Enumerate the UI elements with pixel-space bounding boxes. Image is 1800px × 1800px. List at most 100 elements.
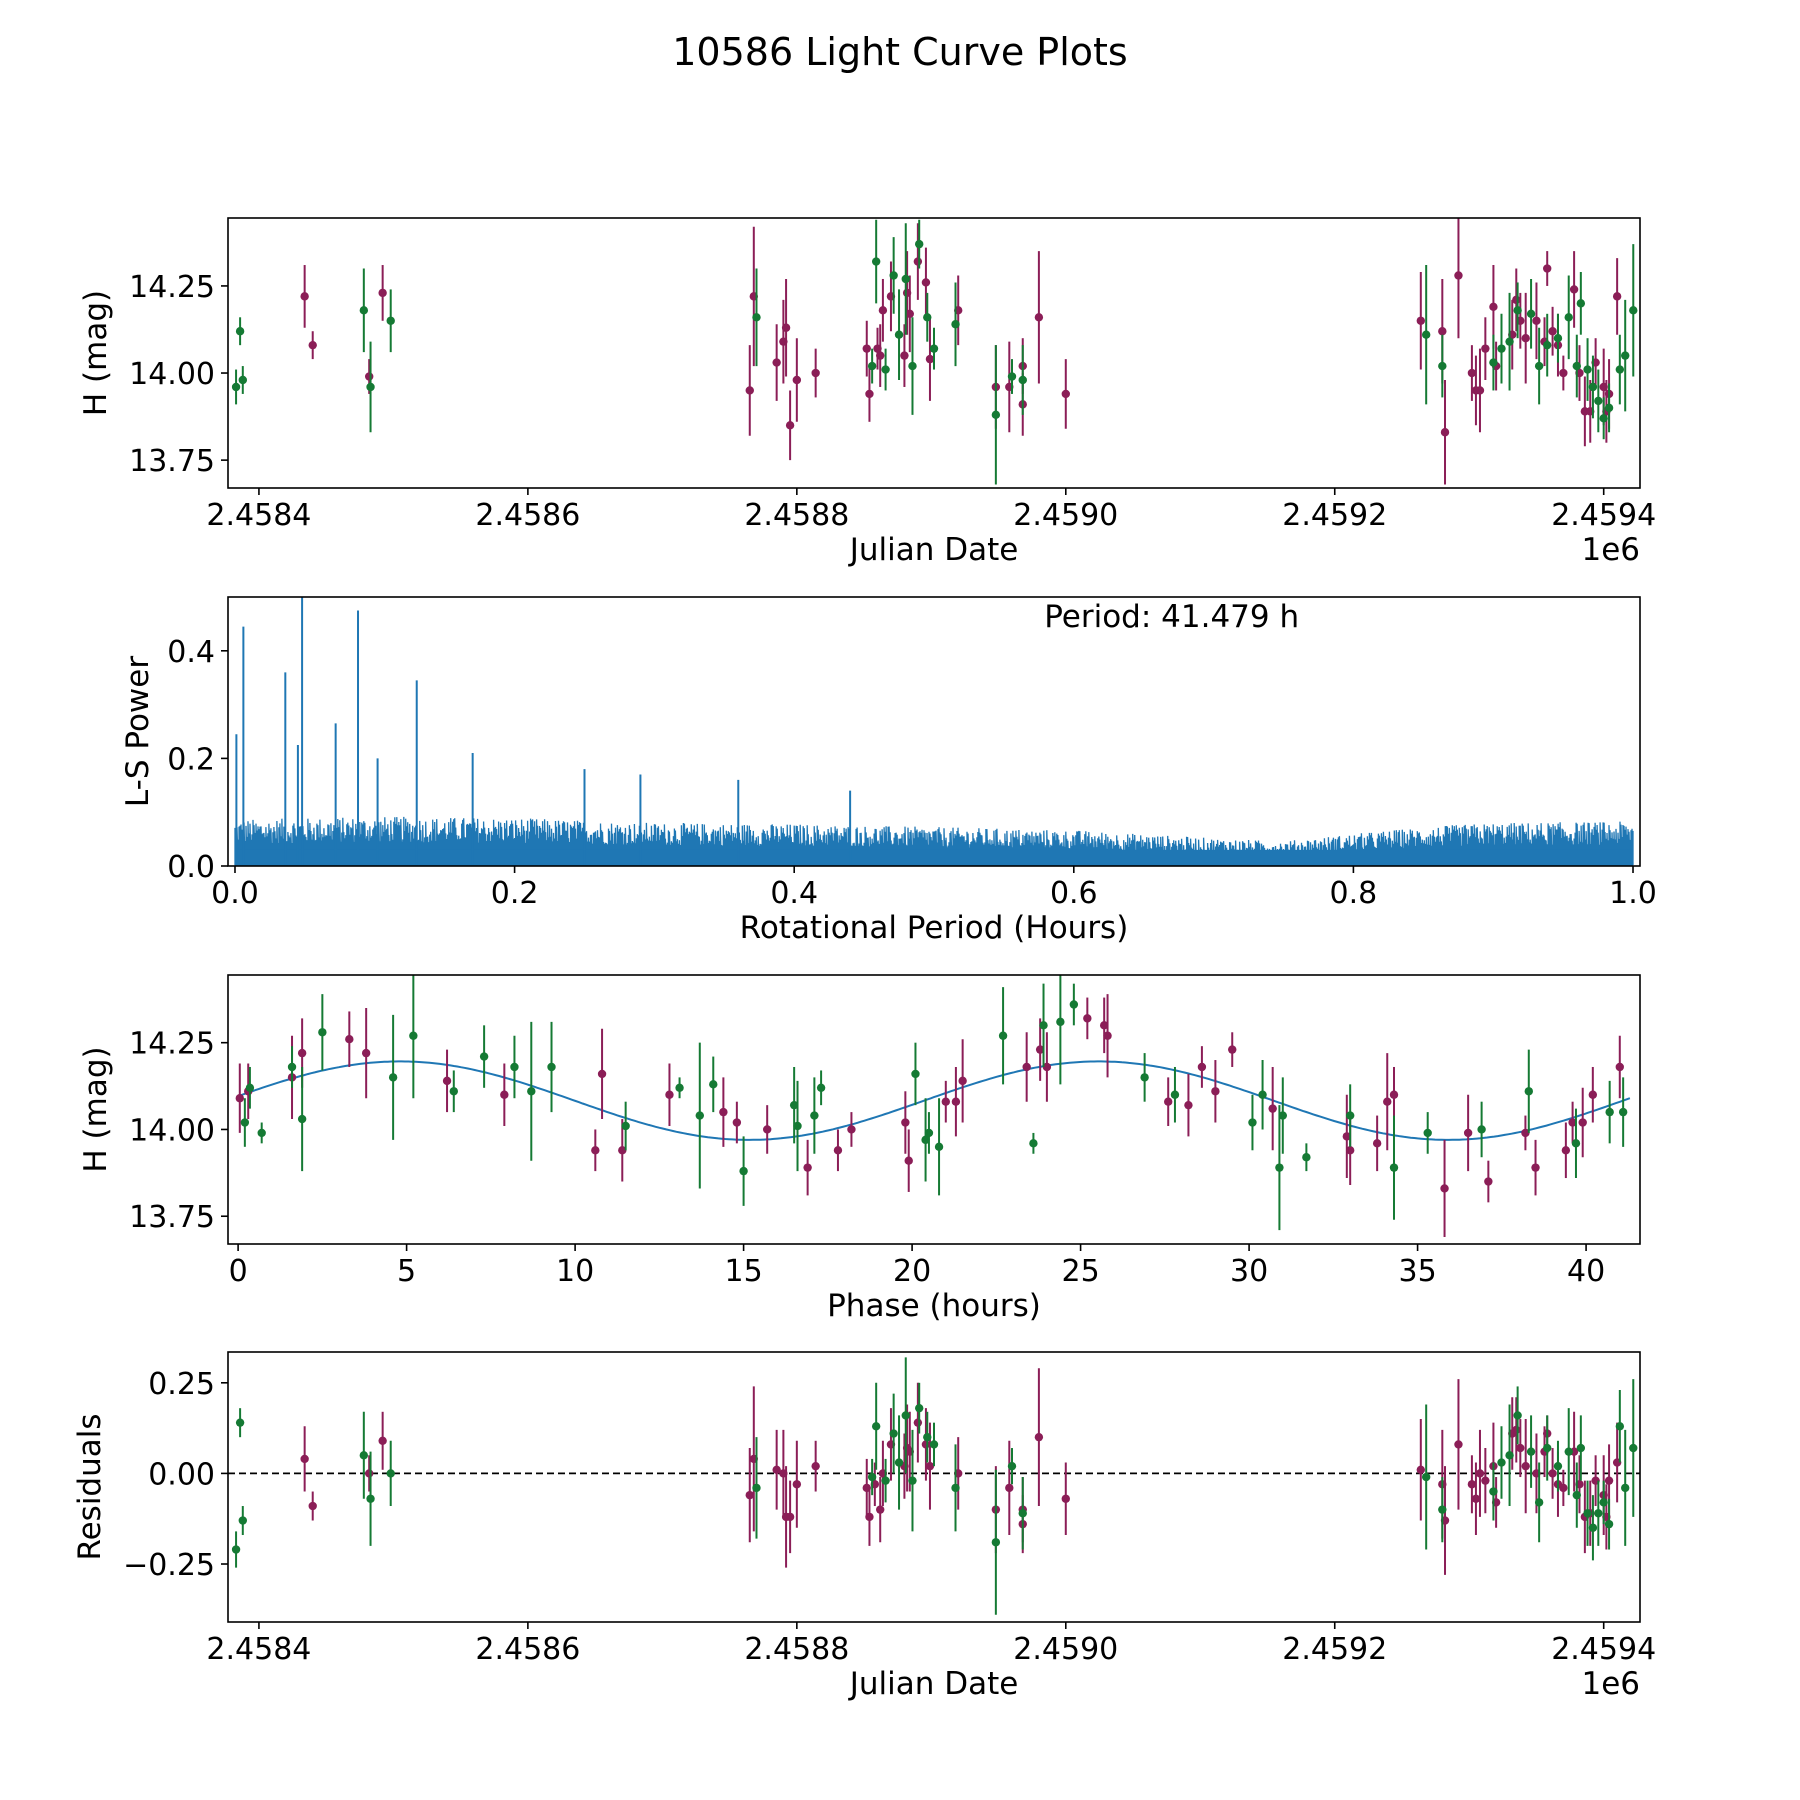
data-point [785,1512,795,1522]
data-point [908,361,917,371]
data-point [871,257,881,266]
x-tick-label: 20 [893,1254,931,1289]
data-point [921,1135,930,1145]
x-axis-label: Rotational Period (Hours) [740,910,1129,946]
data-point [675,1083,684,1093]
axes-frame [227,217,1641,489]
data-point [900,351,909,360]
data-point [297,1114,307,1124]
data-point [510,1062,519,1072]
data-point [951,320,960,329]
data-point [913,257,923,266]
data-point [894,1458,904,1467]
data-point [1553,333,1563,343]
residuals-panel: 2.4584 2.4586 2.4588 2.4590 2.4592 2.4594 −0.2… [72,1351,1656,1702]
x-axis-label: Julian Date [848,532,1019,568]
x-tick-label: 2.4592 [1282,1632,1387,1667]
data-point [1568,1118,1577,1127]
data-point [527,1087,536,1096]
data-point [366,1494,375,1503]
data-point [1621,1483,1630,1493]
data-point [1621,351,1630,360]
x-tick-label: 2.4592 [1282,498,1387,533]
data-point [1184,1100,1193,1110]
y-tick-label: 0.4 [167,635,215,670]
data-point [1594,396,1603,406]
data-point [1164,1097,1173,1106]
data-point [871,1422,881,1431]
data-point [901,1118,910,1127]
data-point [1170,1090,1180,1099]
data-point [1489,358,1498,367]
figure-title: 10586 Light Curve Plots [672,30,1127,74]
data-point [785,421,795,430]
y-tick-label: 0.00 [148,1457,215,1492]
data-point [811,1461,820,1471]
data-point [1034,1432,1044,1442]
x-tick-label: 25 [1061,1254,1099,1289]
y-tick-label: 14.25 [129,270,215,305]
data-point [1576,1443,1586,1453]
x-tick-label: 0.8 [1330,876,1378,911]
data-point [361,1048,371,1058]
data-point [240,1118,250,1127]
x-tick-label: 2.4584 [206,498,311,533]
data-point [865,1512,874,1522]
data-point [665,1090,674,1099]
x-tick-label: 2.4590 [1013,498,1118,533]
data-point [1534,361,1544,371]
data-point [862,344,871,353]
x-tick-label: 0.0 [211,876,259,911]
data-point [901,274,910,284]
x-tick-label: 1.0 [1609,876,1657,911]
data-point [1438,361,1447,371]
data-point [925,354,935,364]
data-point [889,1429,898,1438]
data-point [929,1440,939,1449]
data-point [923,313,932,322]
data-point [378,288,387,298]
data-point [911,1069,920,1079]
data-point [810,1111,819,1120]
data-point [1576,299,1586,308]
data-point [1543,340,1552,350]
data-point [245,1083,255,1093]
data-point [881,365,890,374]
x-tick-label: 0 [229,1254,248,1289]
data-point [1604,1519,1614,1529]
data-point [1345,1146,1355,1155]
data-point [816,1083,826,1093]
data-point [867,1472,877,1482]
data-point [865,389,874,399]
data-point [235,1094,244,1103]
y-axis-label: H (mag) [78,1046,114,1172]
data-point [449,1087,458,1096]
data-point [991,410,1001,420]
data-point [591,1146,600,1155]
data-point [308,340,317,350]
x-tick-label: 2.4594 [1551,1632,1656,1667]
data-point [597,1069,607,1079]
data-point [1559,368,1568,378]
y-tick-label: 0.25 [148,1367,215,1402]
data-point [287,1062,297,1072]
data-point [941,1097,950,1106]
data-point [1564,313,1573,322]
data-point [1561,1146,1571,1155]
y-tick-label: 0.2 [167,742,215,777]
periodogram-panel: Period: 41.479 h 0.0 0.2 0.4 0.6 0.8 1.0 0.0 0.2… [120,596,1657,946]
data-point [1513,306,1522,315]
data-point [889,271,898,280]
data-point [745,386,754,395]
data-point [257,1128,266,1138]
data-point [1481,1476,1490,1485]
data-point [1440,428,1450,437]
data-point [781,323,791,332]
data-point [913,1418,923,1427]
data-point [894,330,904,339]
data-point [847,1125,856,1134]
data-point [442,1076,452,1086]
data-point [1489,302,1498,312]
data-point [308,1501,317,1511]
